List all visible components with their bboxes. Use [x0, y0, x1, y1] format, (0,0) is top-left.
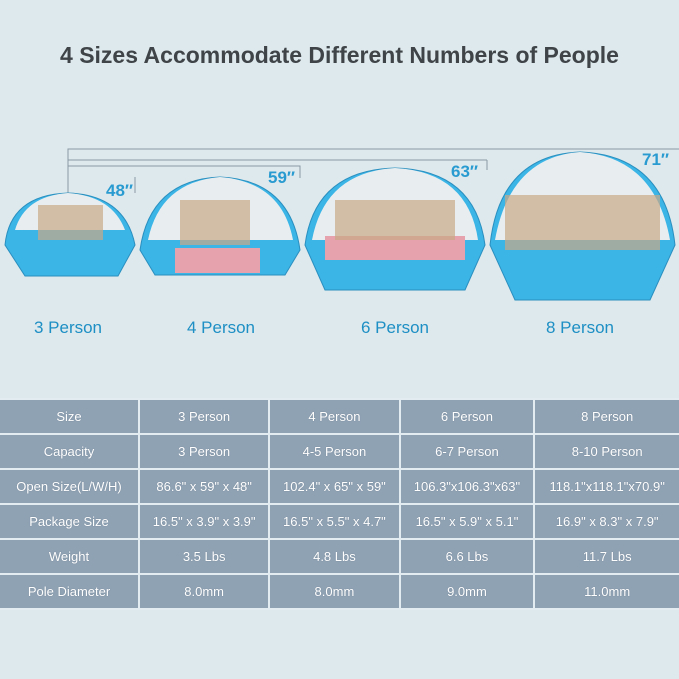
table-cell: 11.0mm [533, 573, 679, 610]
tent-8-person [489, 151, 676, 301]
table-cell: 11.7 Lbs [533, 538, 679, 575]
row-header: Weight [0, 538, 140, 575]
row-header: Open Size(L/W/H) [0, 468, 140, 505]
table-cell: 8.0mm [268, 573, 401, 610]
tent-label-3-person: 3 Person [33, 318, 103, 337]
table-cell: 102.4" x 65" x 59" [268, 468, 401, 505]
table-cell: 3 Person [137, 433, 271, 470]
row-header: Capacity [0, 433, 140, 470]
table-cell: 16.5" x 3.9" x 3.9" [137, 503, 271, 540]
tent-label-6-person: 6 Person [360, 318, 430, 337]
table-row: Pole Diameter 8.0mm 8.0mm 9.0mm 11.0mm [0, 573, 679, 610]
table-cell: 8-10 Person [533, 433, 679, 470]
table-cell: 6.6 Lbs [398, 538, 536, 575]
table-cell: 3 Person [137, 398, 271, 435]
table-cell: 16.5" x 5.5" x 4.7" [268, 503, 401, 540]
height-label-3-person: 48″ [106, 181, 134, 200]
table-cell: 16.9" x 8.3" x 7.9" [533, 503, 679, 540]
tent-6-person [304, 167, 486, 291]
tent-illustrations [4, 148, 679, 301]
table-row: Package Size 16.5" x 3.9" x 3.9" 16.5" x 5… [0, 503, 679, 540]
table-cell: 106.3"x106.3"x63" [398, 468, 536, 505]
table-cell: 6-7 Person [398, 433, 536, 470]
page-title: 4 Sizes Accommodate Different Numbers of… [60, 42, 619, 68]
height-guide-lines [67, 148, 679, 195]
row-header: Package Size [0, 503, 140, 540]
table-cell: 4 Person [268, 398, 401, 435]
table-cell: 8.0mm [137, 573, 271, 610]
table-cell: 8 Person [533, 398, 679, 435]
table-cell: 3.5 Lbs [137, 538, 271, 575]
table-row: Weight 3.5 Lbs 4.8 Lbs 6.6 Lbs 11.7 Lbs [0, 538, 679, 575]
spec-table: Size 3 Person 4 Person 6 Person 8 Person Capa… [0, 398, 679, 610]
table-row: Capacity 3 Person 4-5 Person 6-7 Person 8-10… [0, 433, 679, 470]
tent-label-8-person: 8 Person [545, 318, 615, 337]
table-cell: 6 Person [398, 398, 536, 435]
height-label-4-person: 59″ [268, 168, 296, 187]
height-label-8-person: 71″ [642, 150, 670, 169]
table-row: Size 3 Person 4 Person 6 Person 8 Person [0, 398, 679, 435]
row-header: Pole Diameter [0, 573, 140, 610]
table-cell: 16.5" x 5.9" x 5.1" [398, 503, 536, 540]
tent-label-4-person: 4 Person [186, 318, 256, 337]
row-header: Size [0, 398, 140, 435]
table-cell: 86.6" x 59" x 48" [137, 468, 271, 505]
table-row: Open Size(L/W/H) 86.6" x 59" x 48" 102.4" … [0, 468, 679, 505]
height-label-6-person: 63″ [451, 162, 479, 181]
table-cell: 118.1"x118.1"x70.9" [533, 468, 679, 505]
tent-3-person [4, 192, 136, 277]
tent-4-person [139, 176, 301, 276]
table-cell: 4-5 Person [268, 433, 401, 470]
table-cell: 4.8 Lbs [268, 538, 401, 575]
table-cell: 9.0mm [398, 573, 536, 610]
